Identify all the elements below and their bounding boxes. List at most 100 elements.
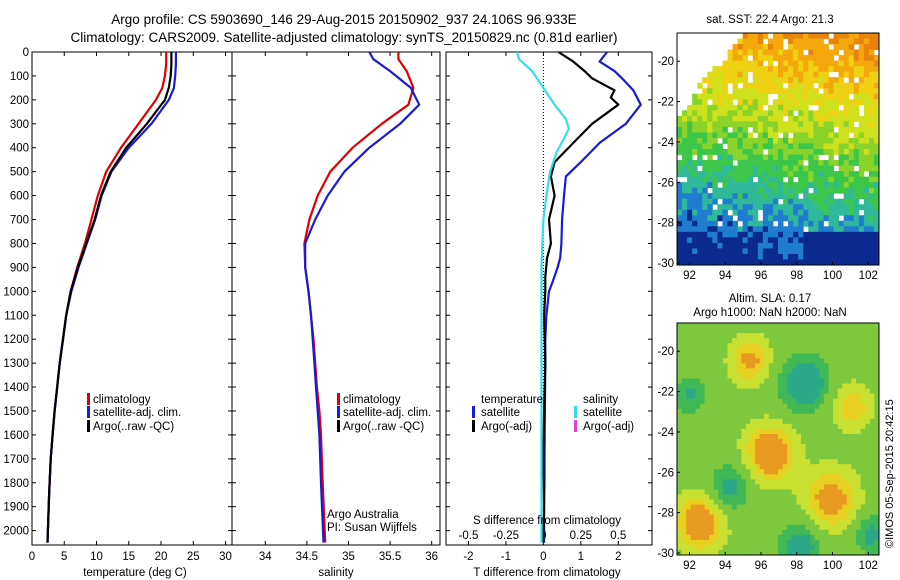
sla-cell [699, 388, 705, 395]
sst-cell [737, 237, 744, 244]
sst-cell [712, 187, 718, 194]
sla-cell [874, 368, 880, 374]
sst-cell [868, 204, 875, 211]
sst-cell [873, 143, 880, 150]
map-x-tick-label: 100 [823, 560, 842, 572]
sst-cell [853, 237, 860, 244]
sla-cell [800, 338, 806, 344]
sla-cell [865, 323, 871, 329]
sst-cell [873, 55, 880, 62]
sla-cell [791, 519, 797, 526]
sla-cell [741, 489, 747, 495]
sla-cell [727, 363, 733, 369]
sst-cell [843, 231, 850, 238]
sla-cell [755, 459, 761, 465]
sla-cell [791, 514, 797, 521]
sla-cell [759, 413, 765, 420]
sst-cell [823, 193, 829, 200]
sst-cell [687, 171, 693, 178]
sla-cell [699, 403, 705, 410]
sla-cell [677, 529, 682, 536]
sst-cell [838, 176, 845, 183]
sst-cell [813, 99, 819, 106]
map-y-tick-label: -20 [657, 56, 674, 68]
sst-cell [687, 149, 693, 155]
sla-cell [722, 383, 728, 389]
sst-cell [778, 220, 784, 227]
map-y-tick-label: -24 [657, 137, 674, 149]
sla-cell [759, 358, 765, 364]
sst-cell [712, 121, 718, 128]
sla-cell [704, 403, 710, 410]
sla-cell [713, 459, 719, 465]
sla-cell [823, 499, 829, 505]
temperature-xlabel: temperature (deg C) [83, 567, 187, 579]
sst-cell [783, 126, 789, 133]
sla-cell [778, 524, 783, 531]
sst-cell [762, 204, 769, 211]
sla-cell [856, 393, 862, 400]
sla-cell [787, 428, 793, 435]
sst-cell [793, 44, 799, 50]
sst-cell [677, 204, 683, 211]
sst-cell [742, 110, 749, 117]
sst-cell [793, 165, 799, 172]
sla-cell [677, 433, 682, 440]
sla-cell [819, 353, 825, 359]
sst-cell [803, 115, 809, 122]
sla-cell [823, 358, 829, 364]
sst-cell [722, 160, 728, 166]
sla-cell [869, 524, 875, 531]
sst-cell [838, 143, 845, 150]
sla-cell [704, 514, 710, 521]
sst-cell [772, 115, 779, 122]
sst-cell [717, 77, 723, 84]
sst-cell [712, 160, 718, 166]
sla-cell [860, 504, 866, 511]
sst-cell [702, 242, 708, 249]
sla-cell [713, 348, 719, 354]
sst-cell [828, 187, 834, 194]
sla-cell [732, 398, 738, 405]
sla-cell [768, 378, 774, 384]
sst-cell [833, 237, 839, 244]
sla-cell [869, 383, 875, 389]
sla-cell [755, 474, 761, 480]
sst-cell [843, 104, 850, 111]
sla-cell [810, 544, 816, 551]
sla-cell [778, 413, 783, 420]
sla-cell [690, 403, 696, 410]
sla-cell [819, 509, 825, 516]
x-tick-label: 35 [342, 551, 355, 563]
sla-cell [860, 353, 866, 359]
sla-cell [745, 499, 751, 505]
sst-cell [838, 149, 845, 155]
sst-cell [722, 220, 728, 227]
sst-cell [732, 66, 738, 73]
sla-cell [686, 388, 692, 395]
sst-cell [778, 88, 784, 95]
sla-cell [819, 408, 825, 415]
sla-cell [842, 499, 848, 505]
sst-cell [757, 137, 764, 144]
sst-cell [757, 160, 764, 166]
sla-cell [856, 328, 862, 334]
sst-cell [757, 104, 764, 111]
sst-cell [873, 165, 880, 172]
sst-cell [853, 248, 860, 255]
sla-cell [823, 464, 829, 470]
sla-cell [828, 499, 834, 505]
sst-cell [793, 38, 799, 45]
sla-cell [842, 459, 848, 465]
sst-cell [742, 60, 749, 67]
sla-cell [773, 408, 779, 415]
sla-cell [800, 474, 806, 480]
sla-cell [732, 504, 738, 511]
sla-cell [828, 479, 834, 485]
sst-cell [818, 82, 824, 89]
sst-cell [752, 160, 759, 166]
sla-cell [805, 418, 811, 425]
series-line [516, 51, 571, 543]
sla-cell [764, 333, 770, 339]
sla-cell [736, 418, 742, 425]
